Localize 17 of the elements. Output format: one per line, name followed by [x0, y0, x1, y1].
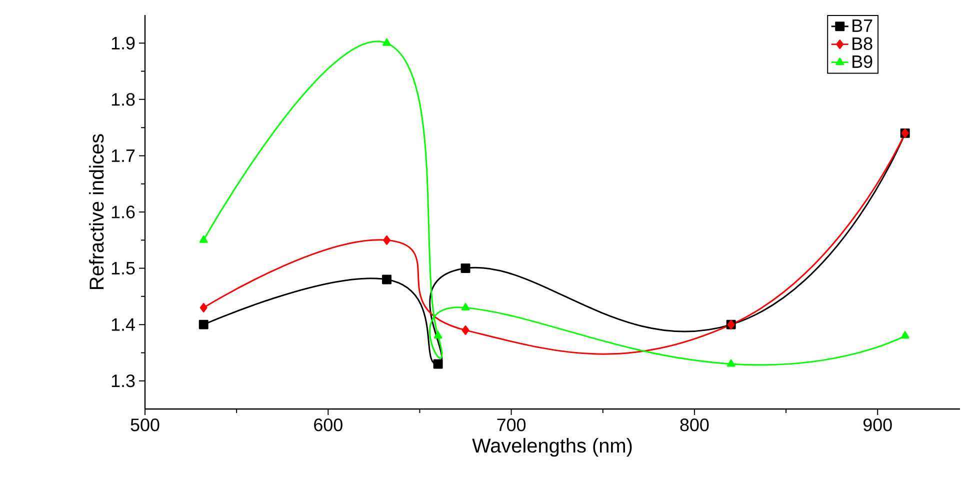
x-axis-title: Wavelengths (nm)	[472, 438, 632, 457]
y-tick-label: 1.3	[112, 374, 135, 388]
y-axis-title: Refractive indices	[89, 134, 104, 289]
x-tick-label: 500	[130, 418, 160, 432]
x-tick-label: 900	[863, 418, 892, 432]
y-tick-label: 1.7	[112, 150, 135, 162]
x-tick-label: 700	[497, 418, 526, 432]
legend-label: B7	[852, 19, 872, 32]
x-tick-label: 800	[680, 418, 709, 432]
y-tick-label: 1.5	[112, 262, 135, 275]
y-tick-label: 1.6	[112, 206, 135, 218]
legend-label: B9	[852, 55, 872, 68]
y-tick-label: 1.8	[112, 93, 135, 106]
legend-label: B8	[852, 37, 872, 50]
y-tick-label: 1.4	[112, 318, 135, 331]
y-tick-label: 1.9	[112, 36, 135, 50]
x-tick-label: 600	[314, 418, 342, 432]
